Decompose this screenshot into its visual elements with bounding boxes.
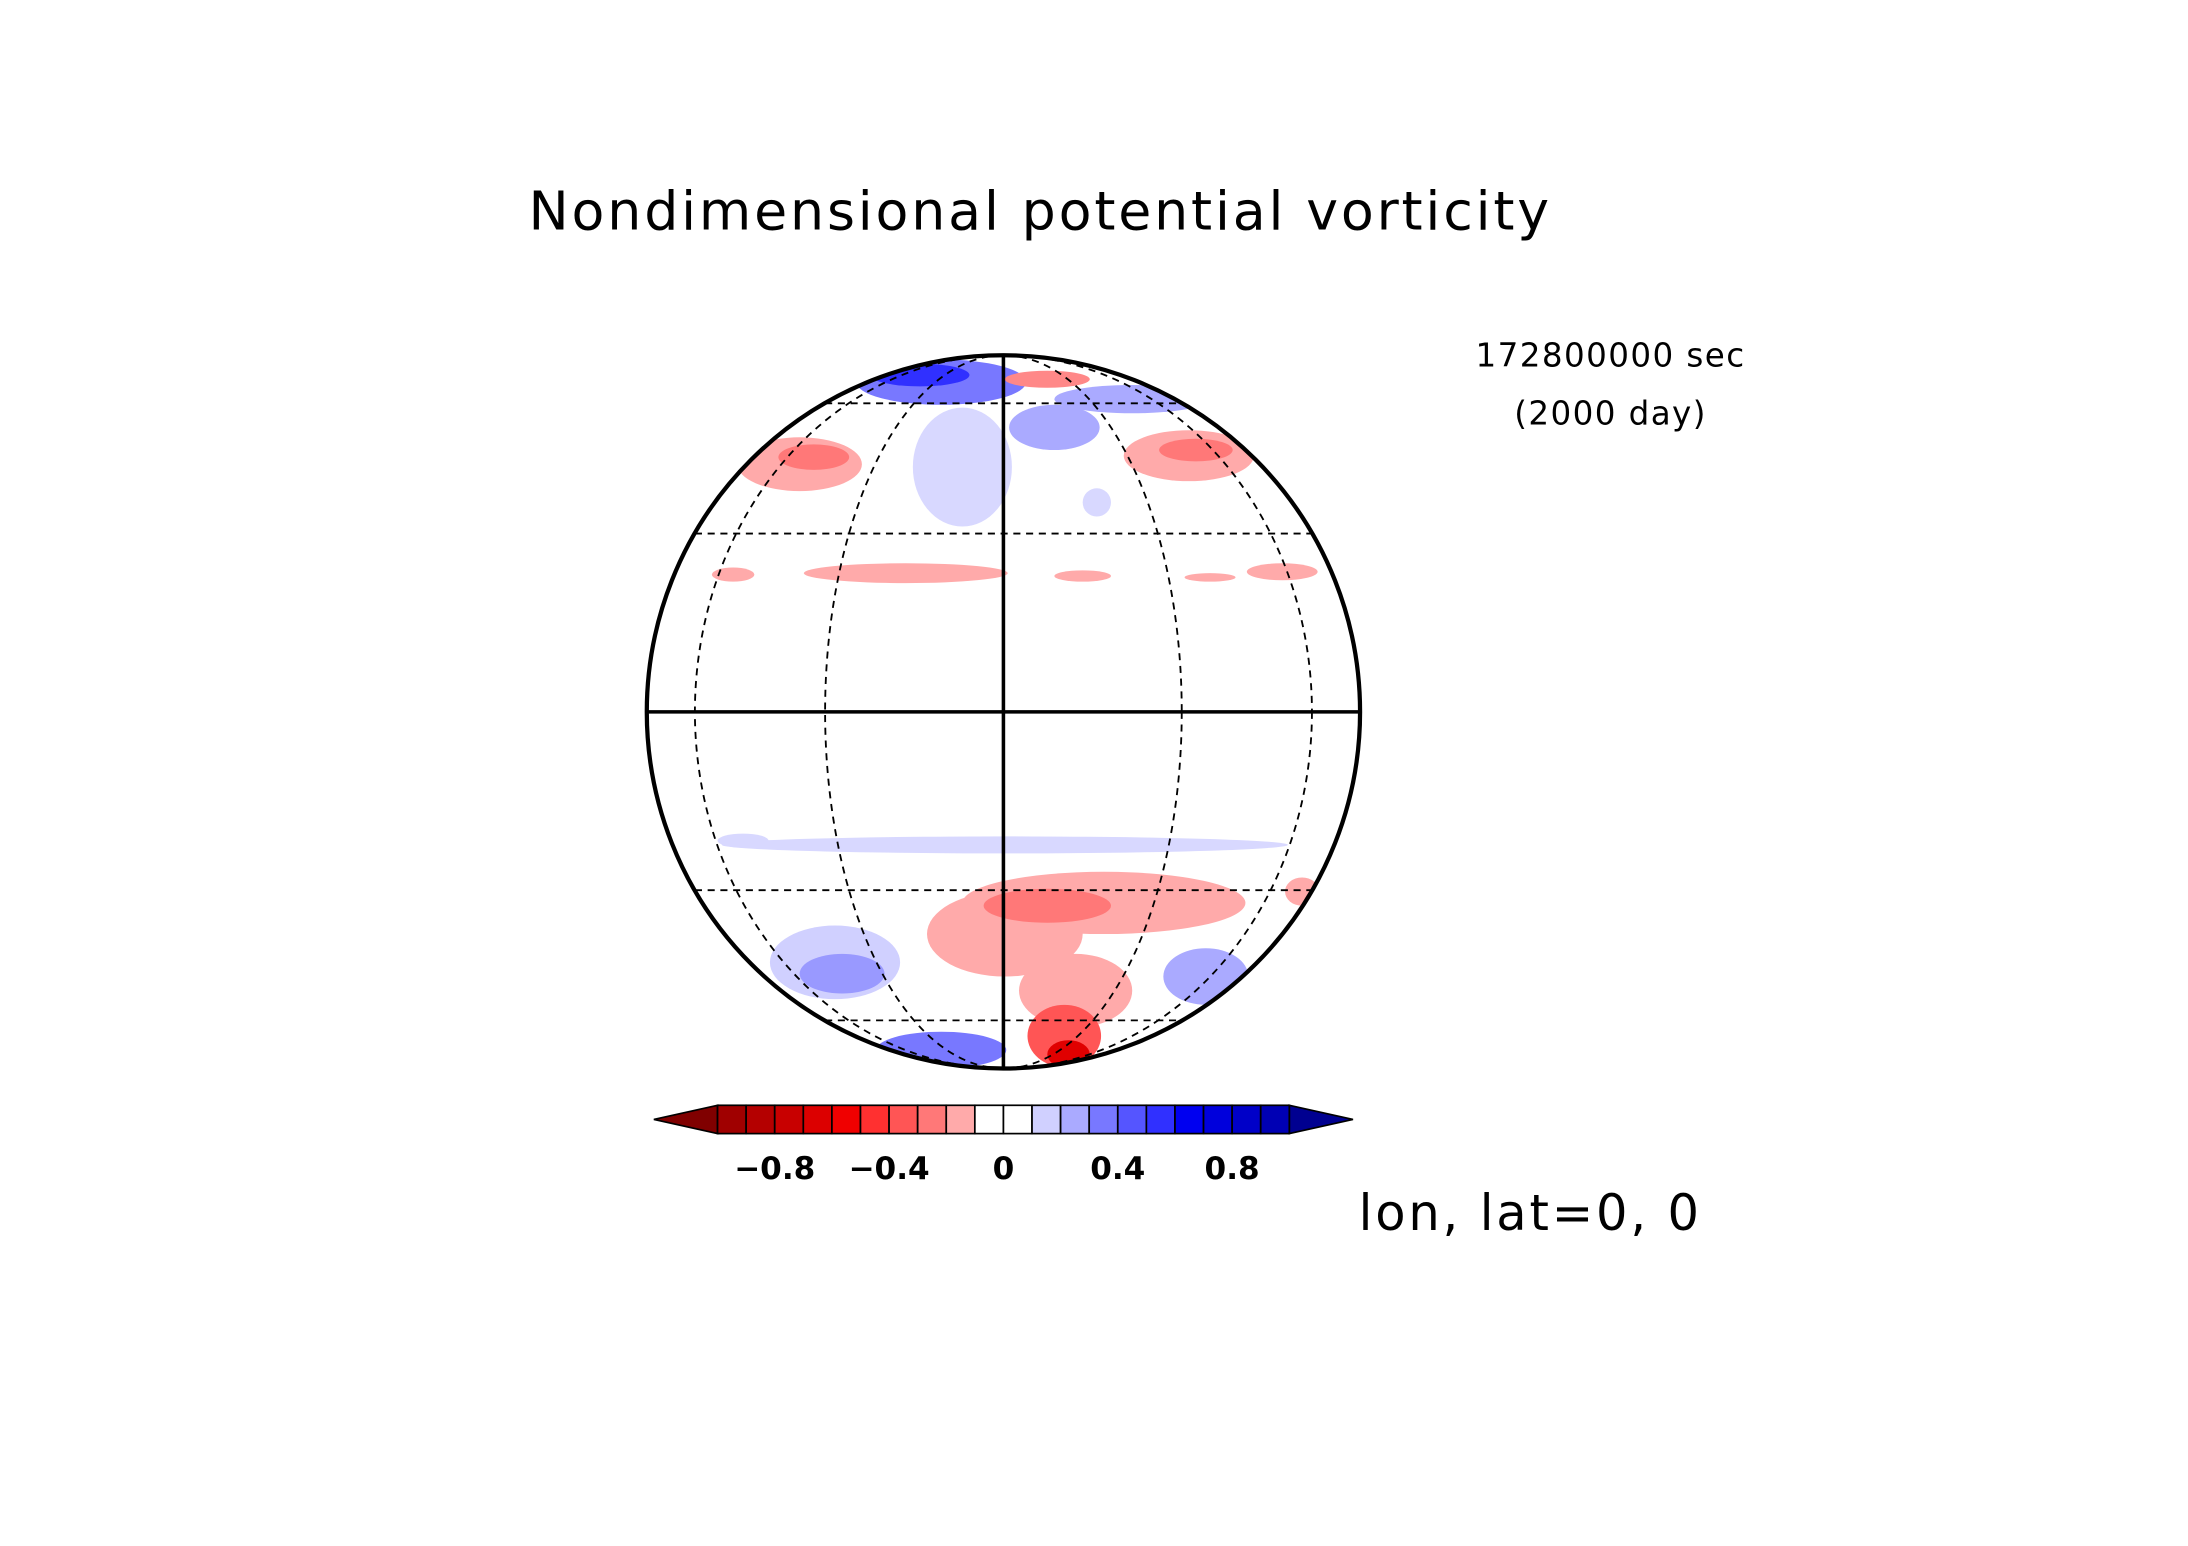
colorbar-box bbox=[973, 1104, 1005, 1135]
colorbar-box bbox=[773, 1104, 805, 1135]
colorbar-box bbox=[1002, 1104, 1033, 1135]
colorbar-tick-label: 0.4 bbox=[1090, 1151, 1145, 1187]
colorbar-tick-label: −0.8 bbox=[734, 1151, 815, 1187]
colorbar-box bbox=[1031, 1104, 1062, 1135]
colorbar-box bbox=[1088, 1104, 1119, 1135]
colorbar-box bbox=[1259, 1104, 1291, 1135]
colorbar-box bbox=[1174, 1104, 1205, 1135]
colorbar-box bbox=[1145, 1104, 1176, 1135]
colorbar-box bbox=[916, 1104, 948, 1135]
colorbar-tick-label: 0 bbox=[993, 1151, 1015, 1187]
colorbar-box bbox=[859, 1104, 890, 1135]
colorbar-box bbox=[1202, 1104, 1233, 1135]
colorbar-under bbox=[653, 1104, 719, 1135]
colorbar-box bbox=[1059, 1104, 1091, 1135]
colorbar-box bbox=[716, 1104, 747, 1135]
colorbar-over bbox=[1288, 1104, 1354, 1135]
colorbar-tick-label: 0.8 bbox=[1205, 1151, 1260, 1187]
projection-label: lon, lat=0, 0 bbox=[1359, 1184, 1702, 1242]
graticule bbox=[644, 353, 1363, 1071]
colorbar: −0.8 −0.4 0 0.4 0.8 bbox=[653, 1104, 1354, 1187]
day-annotation: (2000 day) bbox=[1514, 395, 1707, 433]
colorbar-box bbox=[945, 1104, 976, 1135]
colorbar-box bbox=[1231, 1104, 1262, 1135]
colorbar-box bbox=[831, 1104, 862, 1135]
title: Nondimensional potential vorticity bbox=[529, 179, 1552, 242]
colorbar-tick-label: −0.4 bbox=[848, 1151, 929, 1187]
colorbar-box bbox=[1116, 1104, 1148, 1135]
colorbar-box bbox=[802, 1104, 833, 1135]
colorbar-box bbox=[745, 1104, 776, 1135]
time-annotation: 172800000 sec bbox=[1476, 337, 1746, 375]
colorbar-box bbox=[888, 1104, 919, 1135]
